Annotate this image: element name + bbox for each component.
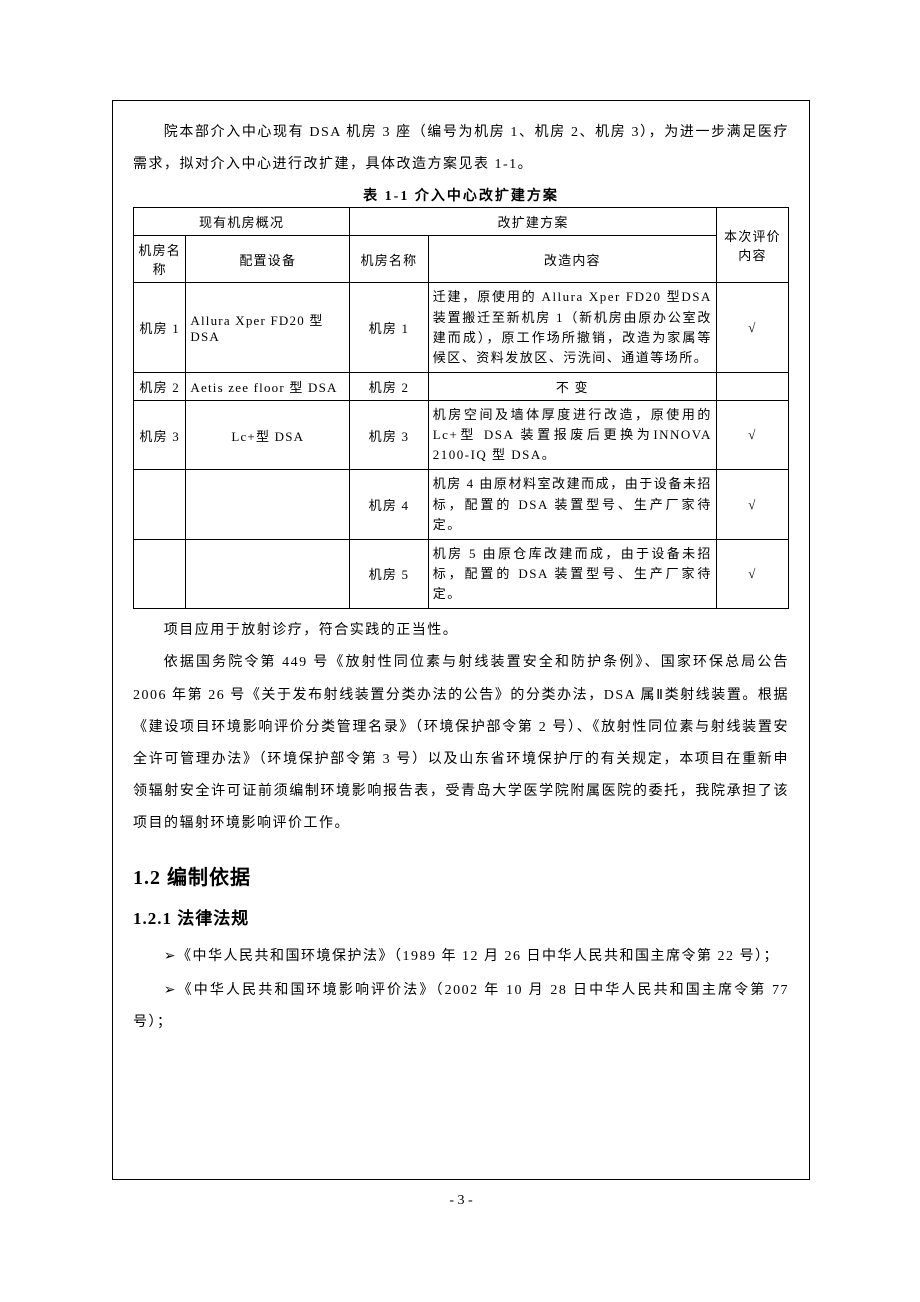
- law-text: 《中华人民共和国环境影响评价法》（2002 年 10 月 28 日中华人民共和国…: [133, 983, 789, 1030]
- cell-desc: 机房空间及墙体厚度进行改造，原使用的 Lc+型 DSA 装置报废后更换为INNO…: [428, 400, 716, 469]
- cell-mark: √: [716, 400, 788, 469]
- table-caption: 表 1-1 介入中心改扩建方案: [133, 185, 789, 205]
- th-room-name: 机房名称: [134, 236, 186, 283]
- page-number: - 3 -: [113, 1193, 809, 1209]
- law-item-1: ➢《中华人民共和国环境保护法》（1989 年 12 月 26 日中华人民共和国主…: [133, 939, 789, 973]
- table-row: 机房 4 机房 4 由原材料室改建而成，由于设备未招标，配置的 DSA 装置型号…: [134, 470, 789, 539]
- cell-desc: 机房 5 由原仓库改建而成，由于设备未招标，配置的 DSA 装置型号、生产厂家待…: [428, 539, 716, 608]
- page-frame: 院本部介入中心现有 DSA 机房 3 座（编号为机房 1、机房 2、机房 3），…: [112, 100, 810, 1180]
- intro-paragraph: 院本部介入中心现有 DSA 机房 3 座（编号为机房 1、机房 2、机房 3），…: [133, 117, 789, 181]
- th-group-left: 现有机房概况: [134, 208, 350, 236]
- cell-room: 机房 1: [134, 283, 186, 373]
- cell-mark: √: [716, 283, 788, 373]
- cell-new-room: 机房 1: [350, 283, 429, 373]
- renovation-table: 现有机房概况 改扩建方案 本次评价内容 机房名称 配置设备 机房名称 改造内容 …: [133, 207, 789, 609]
- cell-equipment: [186, 470, 350, 539]
- cell-room: 机房 3: [134, 400, 186, 469]
- cell-room: [134, 539, 186, 608]
- cell-new-room: 机房 3: [350, 400, 429, 469]
- para-after-table-1: 项目应用于放射诊疗，符合实践的正当性。: [133, 615, 789, 647]
- para-after-table-2: 依据国务院令第 449 号《放射性同位素与射线装置安全和防护条例》、国家环保总局…: [133, 647, 789, 840]
- cell-desc: 不 变: [428, 372, 716, 400]
- table-row: 机房 1 Allura Xper FD20 型DSA 机房 1 迁建，原使用的 …: [134, 283, 789, 373]
- cell-desc: 机房 4 由原材料室改建而成，由于设备未招标，配置的 DSA 装置型号、生产厂家…: [428, 470, 716, 539]
- cell-new-room: 机房 4: [350, 470, 429, 539]
- th-desc: 改造内容: [428, 236, 716, 283]
- heading-1-2: 1.2 编制依据: [133, 861, 789, 890]
- th-group-right: 改扩建方案: [350, 208, 717, 236]
- th-eval: 本次评价内容: [716, 208, 788, 283]
- heading-1-2-1: 1.2.1 法律法规: [133, 904, 789, 929]
- cell-mark: √: [716, 539, 788, 608]
- th-new-room: 机房名称: [350, 236, 429, 283]
- cell-equipment: Lc+型 DSA: [186, 400, 350, 469]
- cell-equipment: Aetis zee floor 型 DSA: [186, 372, 350, 400]
- table-row: 机房 2 Aetis zee floor 型 DSA 机房 2 不 变: [134, 372, 789, 400]
- cell-desc: 迁建，原使用的 Allura Xper FD20 型DSA 装置搬迁至新机房 1…: [428, 283, 716, 373]
- table-row: 机房 3 Lc+型 DSA 机房 3 机房空间及墙体厚度进行改造，原使用的 Lc…: [134, 400, 789, 469]
- cell-new-room: 机房 2: [350, 372, 429, 400]
- cell-equipment: [186, 539, 350, 608]
- th-equipment: 配置设备: [186, 236, 350, 283]
- arrow-icon: ➢: [164, 981, 177, 997]
- arrow-icon: ➢: [164, 947, 177, 963]
- cell-room: 机房 2: [134, 372, 186, 400]
- cell-room: [134, 470, 186, 539]
- law-item-2: ➢《中华人民共和国环境影响评价法》（2002 年 10 月 28 日中华人民共和…: [133, 973, 789, 1039]
- table-row: 机房 5 机房 5 由原仓库改建而成，由于设备未招标，配置的 DSA 装置型号、…: [134, 539, 789, 608]
- cell-new-room: 机房 5: [350, 539, 429, 608]
- cell-mark: √: [716, 470, 788, 539]
- cell-mark: [716, 372, 788, 400]
- cell-equipment: Allura Xper FD20 型DSA: [186, 283, 350, 373]
- law-text: 《中华人民共和国环境保护法》（1989 年 12 月 26 日中华人民共和国主席…: [177, 949, 779, 964]
